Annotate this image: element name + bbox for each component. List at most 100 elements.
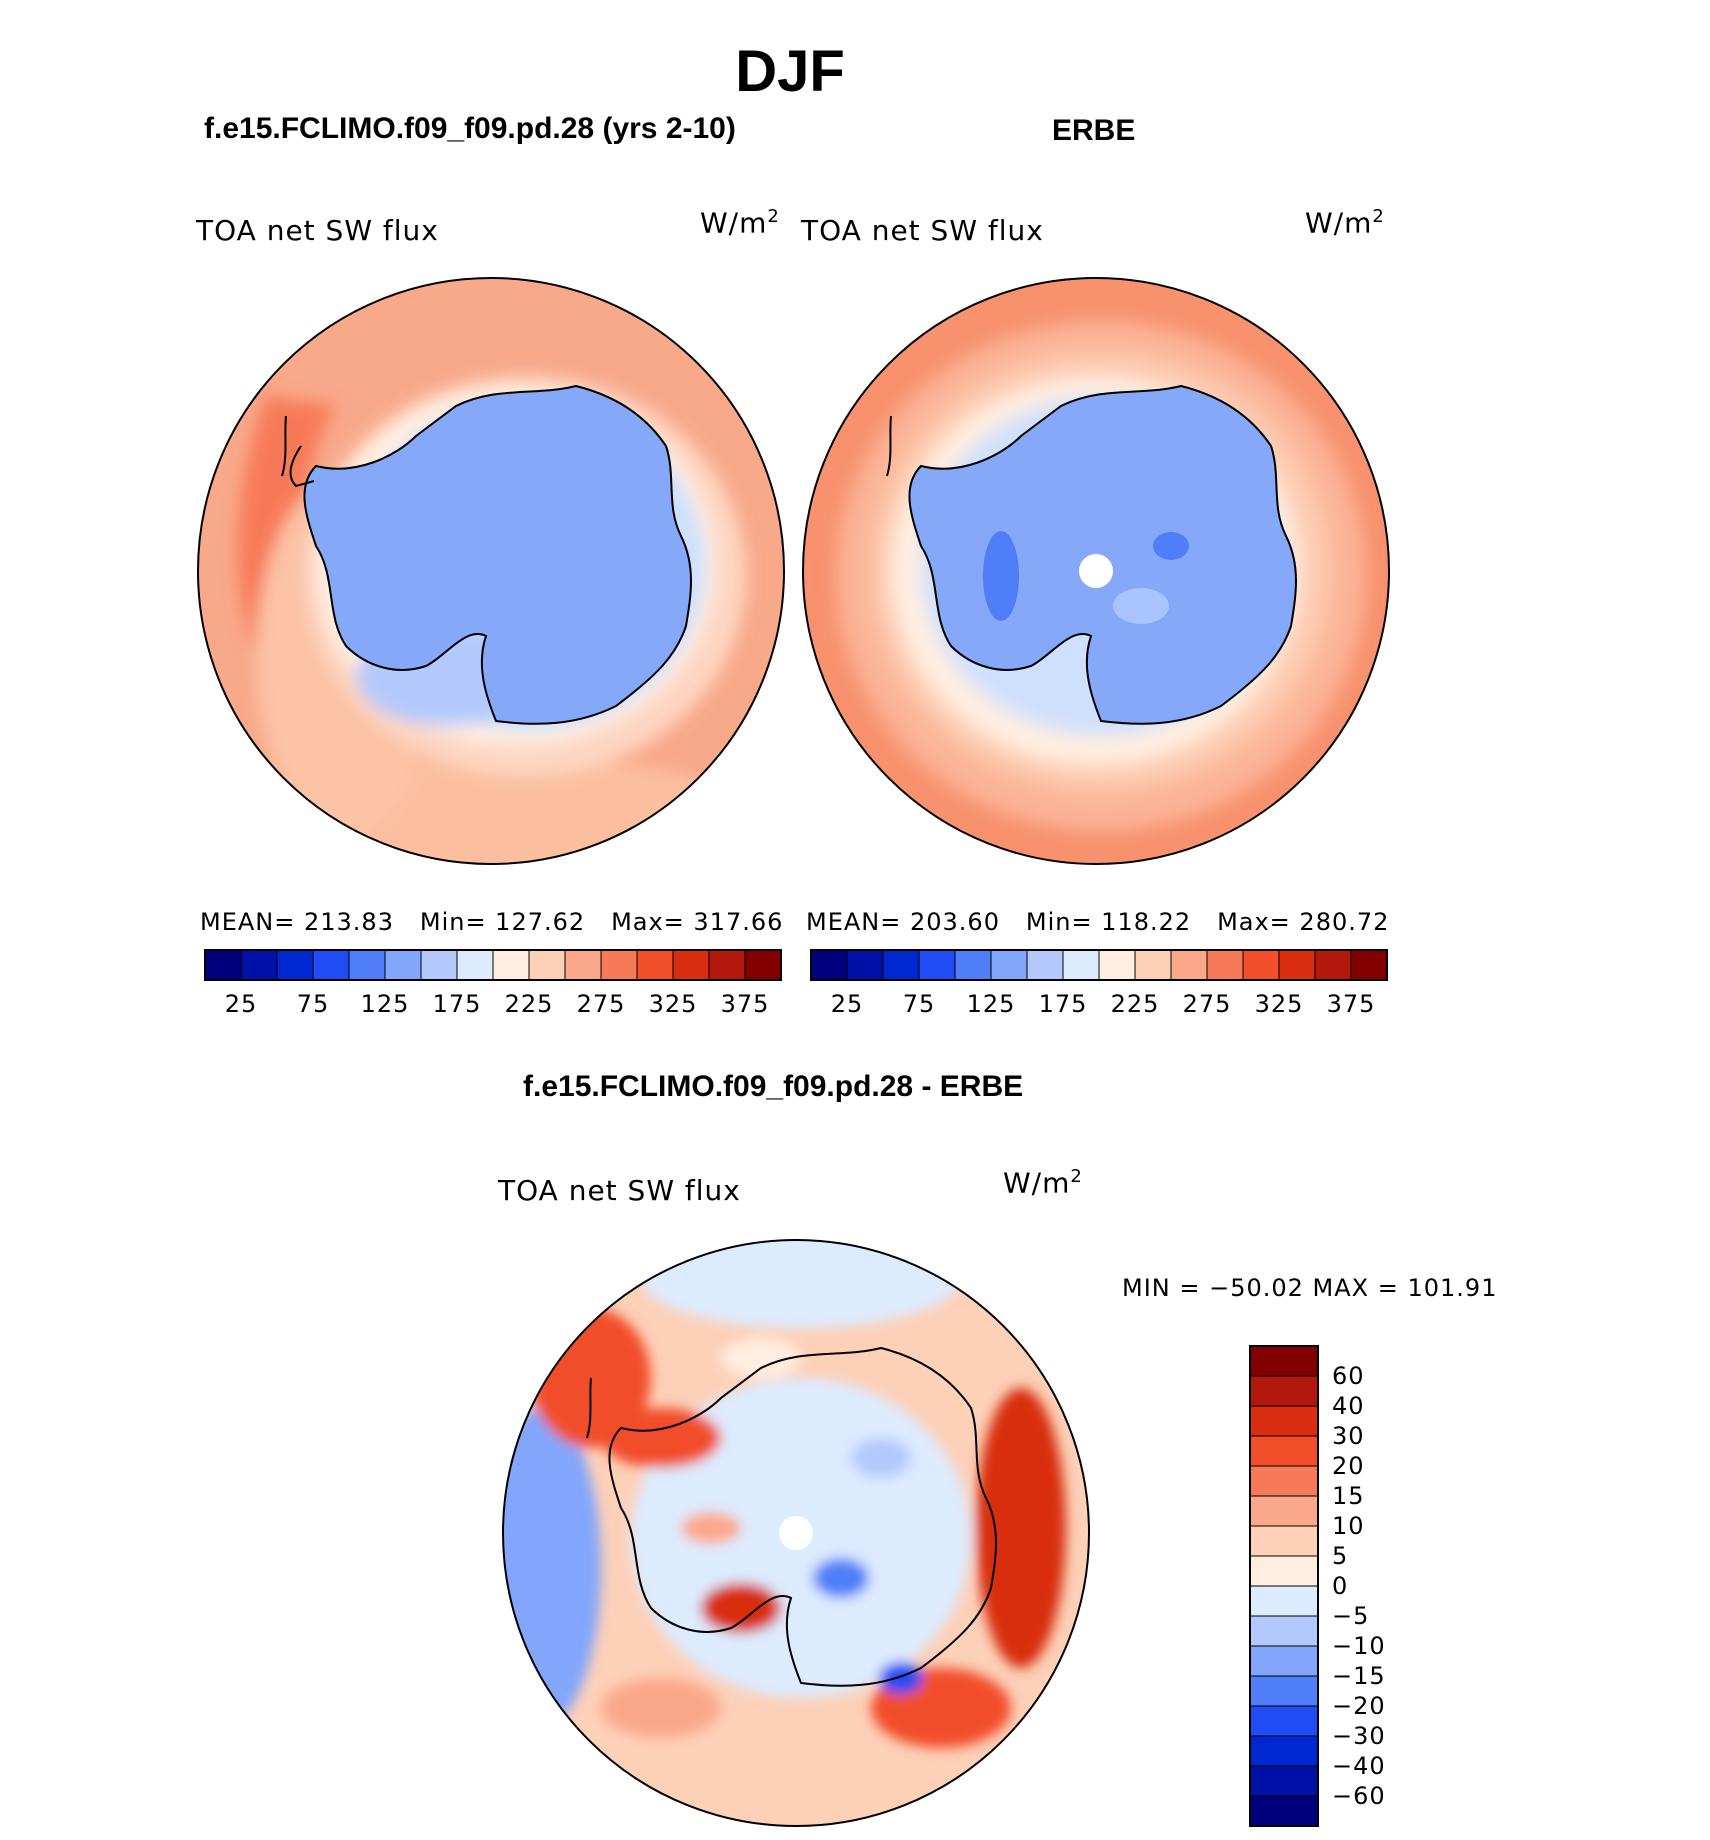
obs-colorbar-box <box>1026 949 1064 981</box>
obs-colorbar-tick: 25 <box>830 990 864 1018</box>
diff-colorbar-box <box>1249 1705 1319 1737</box>
diff-colorbar-box <box>1249 1615 1319 1647</box>
model-colorbar-tick: 75 <box>296 990 330 1018</box>
obs-colorbar-box <box>990 949 1028 981</box>
obs-colorbar-box <box>1206 949 1244 981</box>
obs-colorbar-tick: 125 <box>966 990 1016 1018</box>
model-colorbar-box <box>456 949 494 981</box>
diff-colorbar-label: 10 <box>1332 1512 1365 1540</box>
obs-colorbar-tick: 375 <box>1326 990 1376 1018</box>
diff-colorbar-box <box>1249 1435 1319 1467</box>
obs-colorbar-box <box>1062 949 1100 981</box>
diff-colorbar-box <box>1249 1345 1319 1377</box>
obs-colorbar-box <box>1278 949 1316 981</box>
obs-colorbar-tick: 325 <box>1254 990 1304 1018</box>
model-colorbar-box <box>528 949 566 981</box>
diff-colorbar-labels: 60 40 30 20 15 10 5 0 −5 −10 −15 −20 −30 −40 −60 <box>1332 1346 1432 1826</box>
model-colorbar-tick: 225 <box>504 990 554 1018</box>
obs-colorbar-box <box>846 949 884 981</box>
obs-variable-label: TOA net SW flux <box>801 214 1044 247</box>
diff-colorbar-label: −40 <box>1332 1752 1386 1780</box>
diff-pole-hole <box>779 1516 813 1550</box>
model-colorbar-box <box>672 949 710 981</box>
obs-colorbar-box <box>1134 949 1172 981</box>
diff-colorbar <box>1249 1345 1319 1827</box>
obs-stats: MEAN= 203.60 Min= 118.22 Max= 280.72 <box>806 908 1390 936</box>
obs-colorbar-box <box>1242 949 1280 981</box>
model-map-border <box>197 277 785 865</box>
diff-colorbar-box <box>1249 1555 1319 1587</box>
obs-colorbar-box <box>918 949 956 981</box>
obs-colorbar-tick: 175 <box>1038 990 1088 1018</box>
model-colorbar <box>204 949 782 981</box>
diff-colorbar-label: 60 <box>1332 1362 1365 1390</box>
model-unit-label: W/m2 <box>700 206 780 240</box>
obs-panel-title: ERBE <box>1052 114 1136 147</box>
diff-map <box>502 1239 1090 1827</box>
diff-colorbar-box <box>1249 1675 1319 1707</box>
diff-colorbar-label: 0 <box>1332 1572 1349 1600</box>
model-colorbar-box <box>384 949 422 981</box>
diff-colorbar-label: −30 <box>1332 1722 1386 1750</box>
obs-map <box>802 277 1390 865</box>
diff-colorbar-box <box>1249 1735 1319 1767</box>
model-colorbar-box <box>312 949 350 981</box>
obs-colorbar <box>810 949 1388 981</box>
model-colorbar-box <box>420 949 458 981</box>
model-colorbar-tick: 175 <box>432 990 482 1018</box>
obs-unit-label: W/m2 <box>1305 206 1385 240</box>
model-colorbar-box <box>240 949 278 981</box>
diff-colorbar-label: 5 <box>1332 1542 1349 1570</box>
model-colorbar-ticks: 25 75 125 175 225 275 325 375 <box>205 990 781 1020</box>
obs-colorbar-box <box>954 949 992 981</box>
model-colorbar-box <box>636 949 674 981</box>
obs-colorbar-ticks: 25 75 125 175 225 275 325 375 <box>811 990 1387 1020</box>
diff-variable-label: TOA net SW flux <box>498 1174 741 1207</box>
diff-unit-label: W/m2 <box>1003 1166 1083 1200</box>
diff-colorbar-label: −20 <box>1332 1692 1386 1720</box>
model-colorbar-tick: 275 <box>576 990 626 1018</box>
diff-colorbar-label: 40 <box>1332 1392 1365 1420</box>
diff-colorbar-box <box>1249 1585 1319 1617</box>
model-colorbar-box <box>204 949 242 981</box>
diff-map-border <box>502 1239 1090 1827</box>
obs-colorbar-box <box>882 949 920 981</box>
diff-colorbar-label: 15 <box>1332 1482 1365 1510</box>
obs-colorbar-tick: 225 <box>1110 990 1160 1018</box>
diff-colorbar-box <box>1249 1795 1319 1827</box>
diff-antarctica-outline <box>608 1346 997 1687</box>
diff-panel-title: f.e15.FCLIMO.f09_f09.pd.28 - ERBE <box>523 1070 1024 1103</box>
model-colorbar-tick: 125 <box>360 990 410 1018</box>
diff-minmax: MIN = −50.02 MAX = 101.91 <box>1122 1274 1498 1302</box>
diff-colorbar-box <box>1249 1405 1319 1437</box>
obs-colorbar-box <box>1098 949 1136 981</box>
diff-colorbar-label: 20 <box>1332 1452 1365 1480</box>
model-colorbar-box <box>564 949 602 981</box>
obs-colorbar-tick: 275 <box>1182 990 1232 1018</box>
model-colorbar-box <box>348 949 386 981</box>
obs-antarctica <box>908 384 1297 725</box>
model-panel-title: f.e15.FCLIMO.f09_f09.pd.28 (yrs 2-10) <box>204 112 736 145</box>
obs-colorbar-box <box>1170 949 1208 981</box>
diff-colorbar-label: −10 <box>1332 1632 1386 1660</box>
diff-colorbar-label: −15 <box>1332 1662 1386 1690</box>
model-map <box>197 277 785 865</box>
model-colorbar-tick: 375 <box>720 990 770 1018</box>
diff-colorbar-box <box>1249 1525 1319 1557</box>
model-colorbar-tick: 25 <box>224 990 258 1018</box>
diff-colorbar-box <box>1249 1375 1319 1407</box>
obs-map-border <box>802 277 1390 865</box>
diff-colorbar-box <box>1249 1765 1319 1797</box>
model-colorbar-tick: 325 <box>648 990 698 1018</box>
model-colorbar-box <box>708 949 746 981</box>
obs-pole-hole <box>1079 554 1113 588</box>
obs-colorbar-tick: 75 <box>902 990 936 1018</box>
diff-colorbar-label: −5 <box>1332 1602 1370 1630</box>
model-colorbar-box <box>600 949 638 981</box>
diff-colorbar-label: −60 <box>1332 1782 1386 1810</box>
obs-colorbar-box <box>810 949 848 981</box>
diff-colorbar-box <box>1249 1465 1319 1497</box>
obs-colorbar-box <box>1314 949 1352 981</box>
model-antarctica <box>303 384 692 725</box>
diff-colorbar-label: 30 <box>1332 1422 1365 1450</box>
